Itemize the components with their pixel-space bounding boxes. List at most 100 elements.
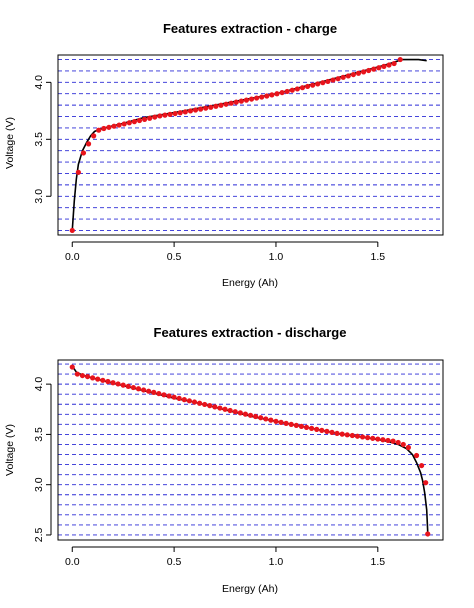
charge-data-point [259,94,265,100]
charge-data-point [131,119,137,125]
charge-data-point [243,97,250,103]
discharge-data-point [344,432,350,438]
discharge-data-point [283,420,289,426]
discharge-data-point [79,372,86,379]
discharge-data-point [303,424,310,430]
charge-data-point [391,60,397,67]
charge-data-point [371,66,377,72]
charge-data-point [116,122,122,128]
discharge-data-point [314,426,320,432]
charge-data-point [182,109,188,115]
discharge-data-point [110,380,116,386]
charge-y-tick-label: 3.5 [33,132,45,147]
charge-data-point [381,63,387,69]
charge-data-point [167,111,173,117]
charge-data-point [320,80,326,86]
discharge-data-point [375,436,381,442]
discharge-data-point [419,462,425,469]
discharge-chart-title: Features extraction - discharge [154,325,347,340]
charge-data-point [101,125,107,132]
charge-data-point [340,74,346,80]
discharge-data-point [156,390,162,397]
discharge-data-point [309,425,315,431]
charge-data-point [208,104,214,110]
charge-data-point [111,123,117,129]
discharge-data-point [423,480,429,486]
charge-data-point [218,102,224,108]
discharge-data-point [161,392,167,398]
discharge-data-point [278,419,284,425]
charge-x-tick-label: 1.5 [371,251,386,263]
charge-y-tick-label: 4.0 [33,75,45,90]
discharge-data-point [365,435,371,441]
discharge-data-point [69,364,75,370]
charge-data-point [75,169,81,175]
discharge-y-tick-label: 3.5 [33,427,45,442]
discharge-data-point [135,386,142,392]
discharge-data-point [324,428,330,434]
discharge-y-axis: 2.5 3.0 3.5 4.0 [33,377,52,542]
discharge-data-point [273,418,279,424]
discharge-data-point [370,435,376,441]
discharge-data-point [293,422,299,428]
discharge-data-point [100,377,106,383]
discharge-data-point [115,381,121,387]
discharge-data-point [176,395,182,402]
discharge-data-point [385,437,391,444]
discharge-data-point [196,400,203,406]
discharge-curve [71,365,429,532]
charge-data-point [335,76,341,82]
charge-data-point [213,103,219,109]
discharge-data-point [217,405,223,411]
charge-data-point [162,112,168,118]
charge-data-point [85,141,92,147]
charge-data-point [248,96,255,102]
charge-data-point [80,150,87,156]
discharge-data-point [186,398,192,404]
discharge-data-point [125,383,131,389]
charge-y-axis-label: Voltage (V) [4,117,16,169]
discharge-data-point [207,403,213,409]
charge-data-point [126,120,132,126]
charge-x-tick-label: 0.0 [65,251,80,263]
charge-data-point [136,117,143,124]
discharge-data-point [425,531,431,537]
charge-data-point [294,86,300,92]
charge-data-point [203,105,209,111]
discharge-data-point [390,438,396,444]
discharge-data-point [166,393,172,399]
charge-data-point [269,92,275,98]
discharge-data-point [298,423,305,429]
discharge-data-point [339,431,345,437]
charge-data-point [315,81,321,87]
charge-data-point [121,121,127,127]
charge-data-point [279,89,285,96]
discharge-data-point [405,444,411,451]
discharge-data-point [395,439,401,446]
discharge-data-point [400,441,406,448]
discharge-data-point [319,427,325,433]
discharge-data-point [191,399,198,405]
discharge-data-point [227,407,233,414]
discharge-x-axis: 0.0 0.5 1.0 1.5 [65,546,385,568]
charge-data-point [299,85,306,91]
discharge-plot-frame [57,359,444,541]
charge-data-point [187,108,194,114]
discharge-points [69,364,431,537]
discharge-y-tick-label: 3.0 [33,477,45,492]
charge-data-point [355,70,362,76]
charge-data-point [274,91,280,97]
discharge-data-point [130,384,136,391]
discharge-y-axis-label: Voltage (V) [4,424,16,476]
charge-chart: Features extraction - charge Energy (Ah)… [4,21,444,289]
discharge-data-point [242,411,249,417]
charge-data-point [254,95,260,101]
charge-data-point [360,69,367,75]
charge-data-point [310,82,316,88]
discharge-data-point [258,415,264,421]
charge-data-point [289,87,295,93]
charge-data-point [223,101,229,107]
discharge-frame-rect [57,359,444,541]
charge-data-point [366,67,372,74]
